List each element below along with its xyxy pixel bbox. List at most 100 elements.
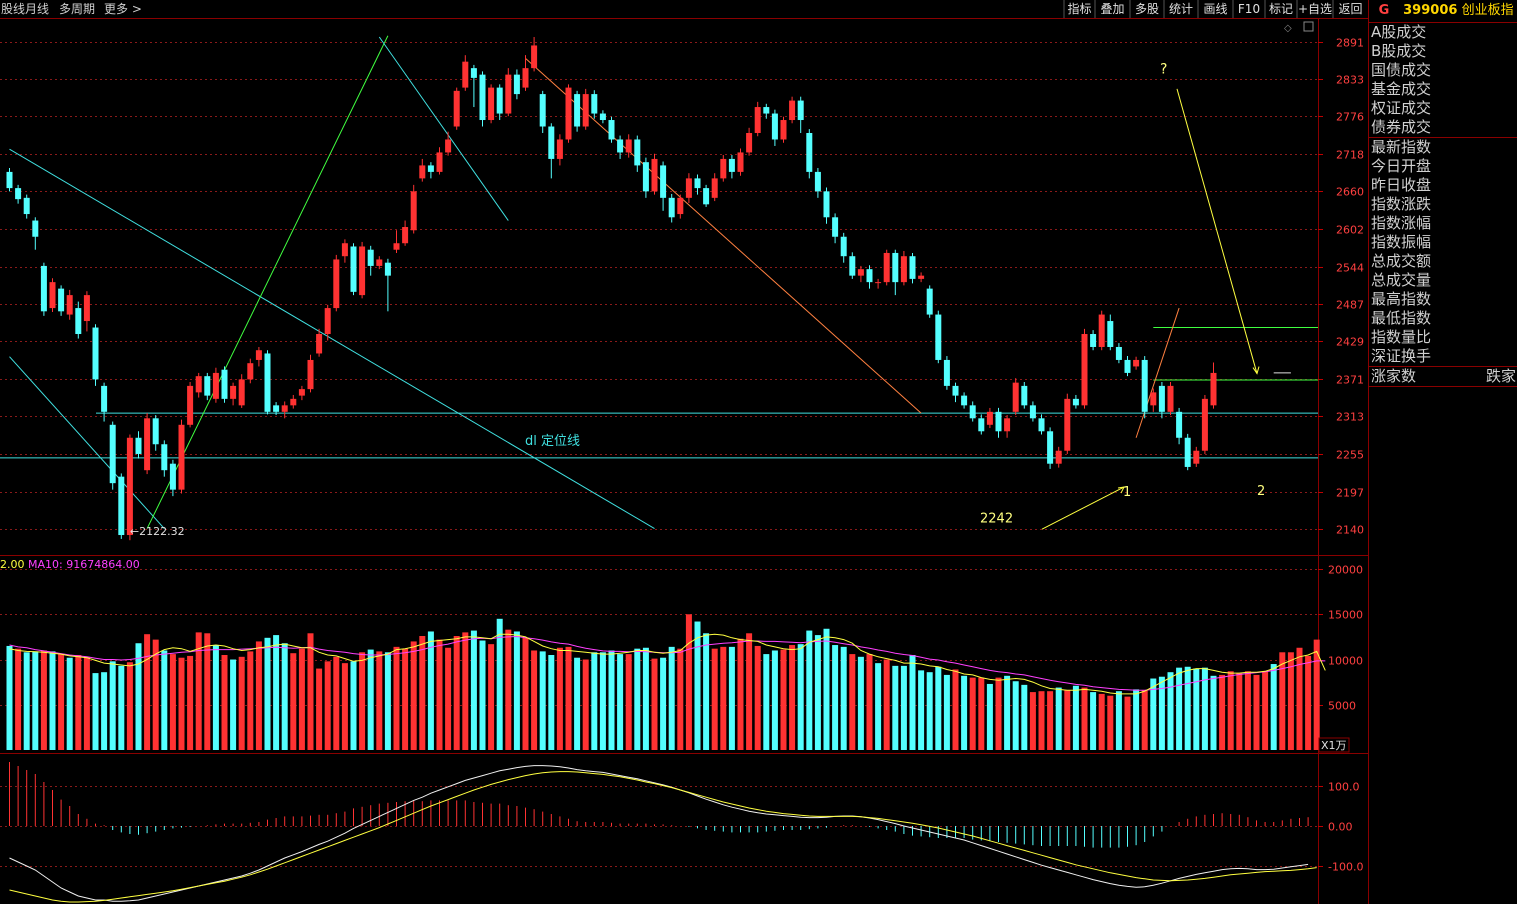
volume-bar bbox=[1004, 675, 1011, 750]
candle-body bbox=[1012, 382, 1019, 412]
candle-body bbox=[40, 265, 47, 312]
candle-body bbox=[1193, 450, 1200, 464]
volume-bar bbox=[909, 655, 916, 750]
candle-body bbox=[238, 379, 245, 406]
candle-body bbox=[6, 171, 13, 189]
candle-body bbox=[797, 100, 804, 121]
volume-bar bbox=[866, 654, 873, 750]
volume-bar bbox=[754, 645, 761, 750]
price-tick-label: 2487 bbox=[1336, 299, 1364, 312]
volume-bar bbox=[273, 635, 280, 750]
candle-body bbox=[341, 243, 348, 257]
volume-bar bbox=[144, 634, 151, 750]
candle-body bbox=[728, 158, 735, 172]
candle-body bbox=[875, 282, 882, 284]
volume-bar bbox=[935, 666, 942, 750]
volume-bar bbox=[1305, 655, 1312, 750]
volume-bar bbox=[1012, 681, 1019, 750]
candle-body bbox=[1107, 321, 1114, 347]
volume-bar bbox=[1098, 693, 1105, 750]
candle-body bbox=[909, 256, 916, 279]
candle-body bbox=[832, 217, 839, 237]
kline-chart-area[interactable]: 2891 2833 2776 2718 2660 2602 2544 2487 2429 2371… bbox=[0, 0, 1368, 904]
price-tick-label: 2313 bbox=[1336, 411, 1364, 424]
candle-body bbox=[556, 139, 563, 159]
volume-bar bbox=[1029, 692, 1036, 750]
stat-label: 最低指数 bbox=[1371, 309, 1432, 327]
dl-line-label: dl 定位线 bbox=[525, 434, 580, 449]
candle-body bbox=[195, 376, 202, 393]
mark-1-label: 1 bbox=[1123, 485, 1131, 500]
volume-bar bbox=[324, 661, 331, 750]
candle-body bbox=[780, 120, 787, 140]
volume-bar bbox=[634, 648, 641, 750]
candle-body bbox=[393, 243, 400, 250]
volume-bar bbox=[290, 653, 297, 750]
candle-body bbox=[488, 87, 495, 121]
candle-body bbox=[986, 411, 993, 425]
candle-body bbox=[1201, 398, 1208, 451]
toolbar-right-item[interactable]: 标记 bbox=[1269, 2, 1293, 16]
stat-label: 权证成交 bbox=[1371, 99, 1432, 117]
volume-bar bbox=[264, 637, 271, 750]
toolbar-right-item[interactable]: 统计 bbox=[1169, 2, 1193, 16]
toolbar-left-item[interactable]: 多周期 bbox=[59, 2, 95, 16]
volume-bar bbox=[6, 645, 13, 750]
candle-body bbox=[230, 385, 237, 399]
volume-bar bbox=[1184, 666, 1191, 750]
toolbar-left-item[interactable]: 更多 > bbox=[104, 2, 142, 16]
volume-bar bbox=[1055, 687, 1062, 750]
volume-bar bbox=[1219, 674, 1226, 750]
toolbar-left-item[interactable]: 股线 bbox=[1, 2, 25, 16]
volume-bar bbox=[703, 633, 710, 750]
volume-bar bbox=[247, 651, 254, 750]
toolbar-right-item[interactable]: 叠加 bbox=[1100, 2, 1124, 16]
volume-tick-label: 20000 bbox=[1328, 564, 1363, 577]
volume-bar bbox=[1090, 692, 1097, 750]
volume-bar bbox=[221, 655, 228, 750]
candle-body bbox=[479, 74, 486, 121]
volume-bar bbox=[230, 659, 237, 750]
stat-label: 今日开盘 bbox=[1371, 157, 1432, 175]
volume-bar bbox=[625, 654, 632, 750]
candle-body bbox=[1021, 385, 1028, 406]
volume-bar bbox=[161, 650, 168, 750]
toolbar-right-item[interactable]: 返回 bbox=[1338, 2, 1362, 16]
volume-bar bbox=[797, 644, 804, 750]
volume-legend-ma10: MA10: 91674864.00 bbox=[28, 558, 140, 571]
price-tick-label: 2140 bbox=[1336, 524, 1364, 537]
volume-bar bbox=[505, 629, 512, 750]
toolbar-right-item[interactable]: F10 bbox=[1238, 2, 1260, 16]
candle-body bbox=[169, 463, 176, 490]
candle-body bbox=[806, 132, 813, 172]
toolbar-right-item[interactable]: 多股 bbox=[1135, 2, 1159, 16]
toolbar-left-item[interactable]: 月线 bbox=[25, 2, 49, 16]
trendline-down-channel-outer bbox=[9, 148, 655, 529]
volume-bar bbox=[943, 674, 950, 750]
candle-body bbox=[402, 227, 409, 244]
toolbar-right-item[interactable]: +自选 bbox=[1298, 2, 1332, 16]
candle-body bbox=[548, 126, 555, 159]
trendline-up-trend bbox=[146, 35, 389, 529]
volume-bar bbox=[1150, 678, 1157, 750]
volume-bar bbox=[66, 657, 73, 750]
volume-bar bbox=[1313, 639, 1320, 750]
candle-body bbox=[161, 444, 168, 471]
volume-bar bbox=[522, 637, 529, 750]
volume-bar bbox=[591, 652, 598, 750]
toolbar-right-item[interactable]: 画线 bbox=[1203, 2, 1227, 16]
volume-bar bbox=[255, 641, 262, 750]
volume-bar bbox=[1107, 695, 1114, 750]
candle-body bbox=[814, 171, 821, 192]
candle-body bbox=[857, 269, 864, 276]
candle-body bbox=[892, 252, 899, 283]
volume-bar bbox=[961, 675, 968, 750]
volume-bar bbox=[1158, 676, 1165, 750]
stat-label: 指数涨幅 bbox=[1371, 214, 1432, 232]
candle-body bbox=[918, 275, 925, 279]
volume-bar bbox=[427, 631, 434, 750]
toolbar-right-item[interactable]: 指标 bbox=[1067, 1, 1091, 16]
volume-bar bbox=[23, 652, 30, 750]
candle-body bbox=[711, 178, 718, 198]
volume-bar bbox=[969, 677, 976, 750]
